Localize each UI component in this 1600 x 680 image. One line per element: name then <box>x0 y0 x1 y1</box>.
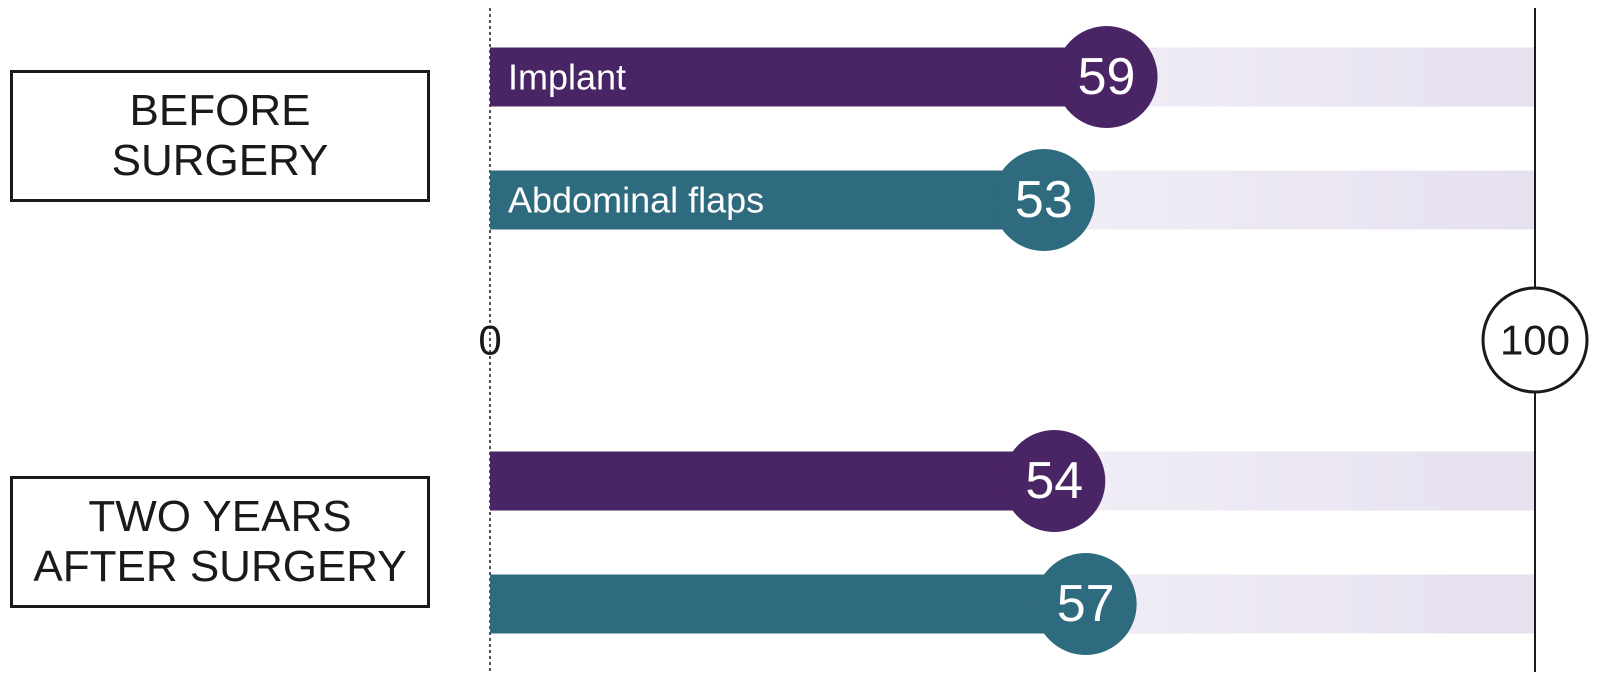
bar <box>490 47 1107 107</box>
value-bubble <box>1055 26 1158 128</box>
series-label: Implant <box>508 57 626 98</box>
value-label: 59 <box>1078 48 1136 106</box>
group-label: TWO YEARS AFTER SURGERY <box>10 476 430 608</box>
tick-circle <box>1481 286 1589 394</box>
bar <box>490 574 1086 634</box>
bar <box>490 170 1044 230</box>
value-label: 54 <box>1025 452 1083 510</box>
x-tick-label: 100 <box>1500 317 1570 364</box>
bar <box>490 451 1055 511</box>
value-bubble <box>992 149 1095 251</box>
x-tick-label: 0 <box>478 317 501 364</box>
value-bubble <box>1003 430 1106 532</box>
series-label: Abdominal flaps <box>508 180 764 221</box>
value-label: 57 <box>1057 575 1115 633</box>
value-label: 53 <box>1015 171 1073 229</box>
group-label: BEFORE SURGERY <box>10 70 430 202</box>
value-bubble <box>1034 553 1137 655</box>
